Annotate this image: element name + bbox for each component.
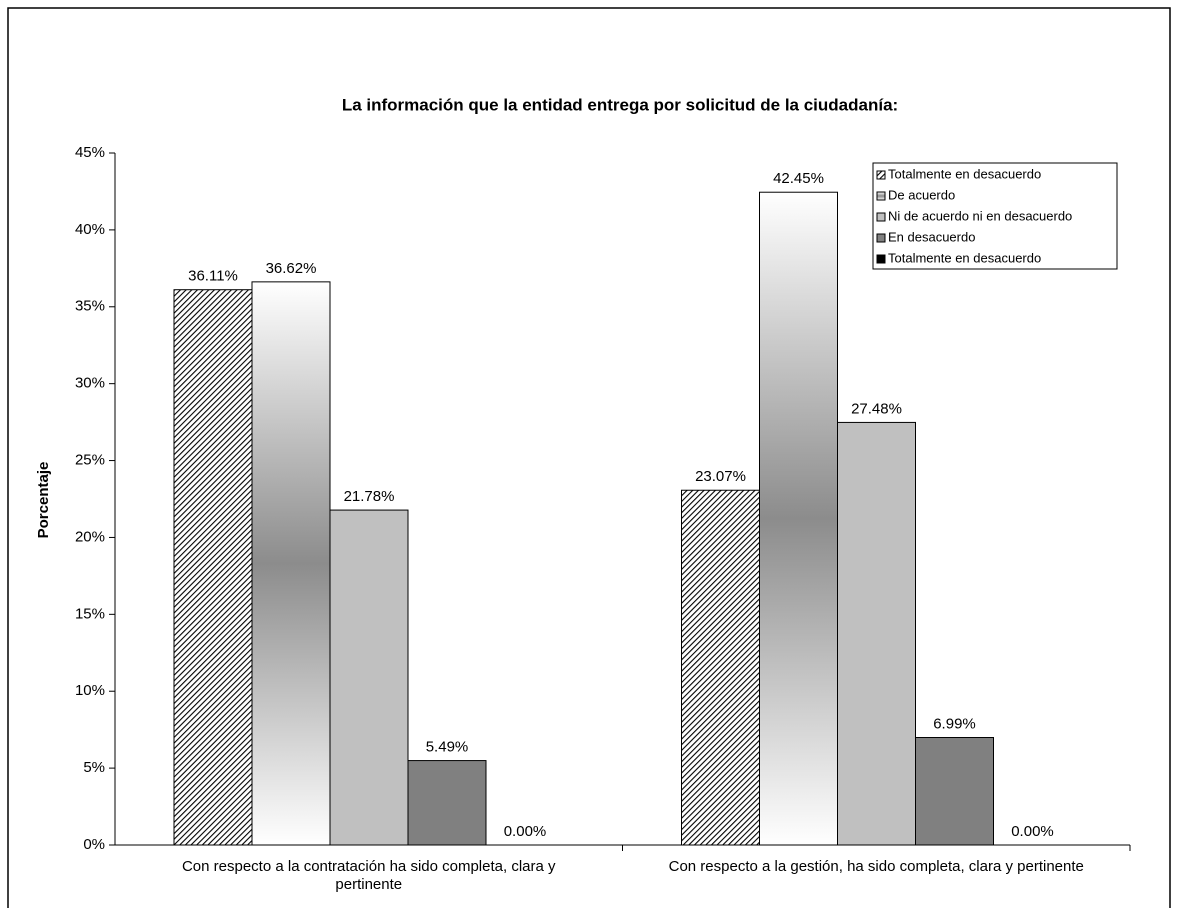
value-label: 42.45% [773,170,824,187]
legend-box [872,162,1118,270]
y-tick-label: 30% [75,375,105,392]
bar [915,737,994,846]
value-label: 27.48% [851,400,902,417]
legend-label: Totalmente en desacuerdo [888,166,1041,181]
value-label: 23.07% [695,468,746,485]
value-label: 21.78% [344,488,395,505]
bar [759,191,838,846]
legend-swatch [876,254,886,264]
legend-swatch [876,170,886,180]
y-tick-label: 40% [75,221,105,238]
chart-title: La información que la entidad entrega po… [342,95,898,114]
bar [251,281,331,846]
legend-swatch [876,233,886,243]
value-label: 0.00% [1011,823,1054,840]
value-label: 5.49% [426,739,469,756]
x-tick-label: Con respecto a la gestión, ha sido compl… [668,858,1084,875]
y-tick-label: 0% [83,836,105,853]
legend-swatch [876,191,886,201]
bar [173,289,253,846]
bar [837,421,916,846]
legend-label: En desacuerdo [888,229,975,244]
value-label: 0.00% [504,823,547,840]
y-axis-label: Porcentaje [35,462,52,539]
y-tick-label: 10% [75,682,105,699]
y-tick-label: 5% [83,759,105,776]
bar [407,760,487,846]
value-label: 6.99% [933,715,976,732]
value-label: 36.62% [266,260,317,277]
chart-border [7,7,1171,908]
x-tick-label: Con respecto a la contratación ha sido c… [181,858,556,893]
y-tick-label: 35% [75,298,105,315]
y-tick-label: 15% [75,605,105,622]
bar [329,509,409,846]
legend-label: Totalmente en desacuerdo [888,250,1041,265]
value-label: 36.11% [188,268,238,285]
bar [681,489,760,846]
y-tick-label: 45% [75,144,105,161]
legend-label: Ni de acuerdo ni en desacuerdo [888,208,1072,223]
legend-swatch [876,212,886,222]
y-tick-label: 20% [75,528,105,545]
y-tick-label: 25% [75,452,105,469]
legend-label: De acuerdo [888,187,955,202]
